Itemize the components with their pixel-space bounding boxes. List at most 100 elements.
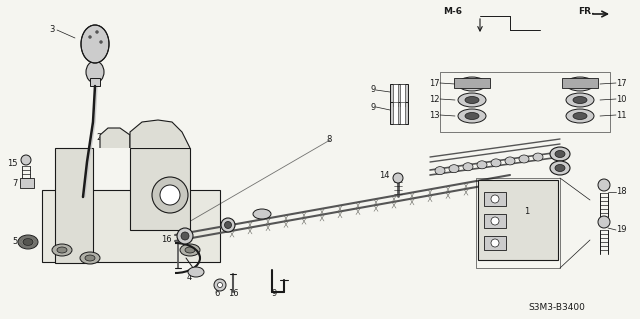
Text: 18: 18 bbox=[616, 188, 627, 197]
Text: FR.: FR. bbox=[578, 6, 595, 16]
Text: 3: 3 bbox=[50, 26, 55, 34]
Ellipse shape bbox=[491, 239, 499, 247]
Ellipse shape bbox=[566, 93, 594, 107]
Bar bbox=[484, 214, 506, 228]
Text: 10: 10 bbox=[616, 94, 627, 103]
Bar bbox=[454, 78, 490, 88]
Ellipse shape bbox=[519, 155, 529, 163]
Text: S3M3-B3400: S3M3-B3400 bbox=[528, 303, 585, 313]
Text: 1: 1 bbox=[524, 207, 529, 217]
Text: 6: 6 bbox=[214, 288, 220, 298]
Ellipse shape bbox=[52, 244, 72, 256]
Bar bbox=[393, 102, 398, 124]
Ellipse shape bbox=[23, 239, 33, 246]
Bar bbox=[400, 102, 405, 124]
Ellipse shape bbox=[214, 279, 226, 291]
Ellipse shape bbox=[566, 77, 594, 91]
Text: 16: 16 bbox=[228, 288, 239, 298]
Ellipse shape bbox=[573, 80, 587, 87]
Ellipse shape bbox=[465, 113, 479, 120]
Circle shape bbox=[160, 185, 180, 205]
PathPatch shape bbox=[100, 128, 130, 148]
Circle shape bbox=[95, 31, 99, 33]
Bar bbox=[130, 148, 190, 230]
Ellipse shape bbox=[21, 155, 31, 165]
Ellipse shape bbox=[533, 153, 543, 161]
Ellipse shape bbox=[465, 80, 479, 87]
Bar bbox=[390, 102, 408, 124]
Ellipse shape bbox=[80, 252, 100, 264]
Ellipse shape bbox=[218, 283, 223, 287]
Ellipse shape bbox=[550, 161, 570, 175]
Ellipse shape bbox=[18, 235, 38, 249]
Ellipse shape bbox=[85, 255, 95, 261]
Text: 14: 14 bbox=[380, 172, 390, 181]
Ellipse shape bbox=[550, 147, 570, 161]
Text: 4: 4 bbox=[187, 273, 192, 283]
Ellipse shape bbox=[477, 161, 487, 169]
Ellipse shape bbox=[81, 25, 109, 63]
Ellipse shape bbox=[449, 165, 459, 173]
Ellipse shape bbox=[566, 109, 594, 123]
Bar bbox=[400, 84, 405, 106]
Ellipse shape bbox=[180, 244, 200, 256]
Ellipse shape bbox=[188, 267, 204, 277]
Ellipse shape bbox=[253, 209, 271, 219]
Text: 11: 11 bbox=[616, 110, 627, 120]
Text: 12: 12 bbox=[429, 94, 440, 103]
Text: 5: 5 bbox=[13, 238, 18, 247]
Ellipse shape bbox=[86, 61, 104, 83]
Bar bbox=[55, 148, 93, 263]
Text: M-6: M-6 bbox=[443, 6, 462, 16]
Ellipse shape bbox=[573, 113, 587, 120]
Text: 7: 7 bbox=[13, 179, 18, 188]
Ellipse shape bbox=[221, 218, 235, 232]
Bar bbox=[390, 84, 408, 106]
Text: 9: 9 bbox=[272, 288, 277, 298]
Bar bbox=[478, 180, 558, 260]
Text: 17: 17 bbox=[616, 78, 627, 87]
Ellipse shape bbox=[57, 247, 67, 253]
Ellipse shape bbox=[465, 97, 479, 103]
Text: 8: 8 bbox=[326, 136, 332, 145]
Ellipse shape bbox=[573, 97, 587, 103]
Bar bbox=[20, 178, 34, 188]
Ellipse shape bbox=[435, 167, 445, 174]
Ellipse shape bbox=[491, 159, 501, 167]
Ellipse shape bbox=[555, 151, 565, 158]
Circle shape bbox=[88, 35, 92, 39]
Ellipse shape bbox=[598, 179, 610, 191]
PathPatch shape bbox=[130, 120, 190, 148]
Ellipse shape bbox=[555, 165, 565, 172]
Ellipse shape bbox=[177, 228, 193, 244]
Ellipse shape bbox=[225, 221, 232, 228]
Text: 9: 9 bbox=[371, 85, 376, 94]
Ellipse shape bbox=[458, 77, 486, 91]
Bar bbox=[440, 72, 610, 132]
Bar bbox=[484, 236, 506, 250]
Ellipse shape bbox=[491, 217, 499, 225]
Bar bbox=[90, 78, 100, 86]
Bar bbox=[393, 84, 398, 106]
Bar bbox=[476, 178, 560, 268]
Circle shape bbox=[152, 177, 188, 213]
Ellipse shape bbox=[458, 109, 486, 123]
Ellipse shape bbox=[393, 173, 403, 183]
Text: 15: 15 bbox=[8, 159, 18, 167]
Bar bbox=[484, 192, 506, 206]
Ellipse shape bbox=[491, 195, 499, 203]
Text: 13: 13 bbox=[429, 110, 440, 120]
Circle shape bbox=[99, 41, 102, 43]
Text: 17: 17 bbox=[429, 78, 440, 87]
Ellipse shape bbox=[185, 247, 195, 253]
Ellipse shape bbox=[458, 93, 486, 107]
Ellipse shape bbox=[181, 232, 189, 240]
Text: 9: 9 bbox=[371, 102, 376, 112]
Bar bbox=[42, 190, 220, 262]
Ellipse shape bbox=[463, 163, 473, 171]
Text: 2: 2 bbox=[97, 133, 102, 143]
Bar bbox=[562, 78, 598, 88]
Text: 16: 16 bbox=[161, 235, 172, 244]
Ellipse shape bbox=[505, 157, 515, 165]
Ellipse shape bbox=[598, 216, 610, 228]
